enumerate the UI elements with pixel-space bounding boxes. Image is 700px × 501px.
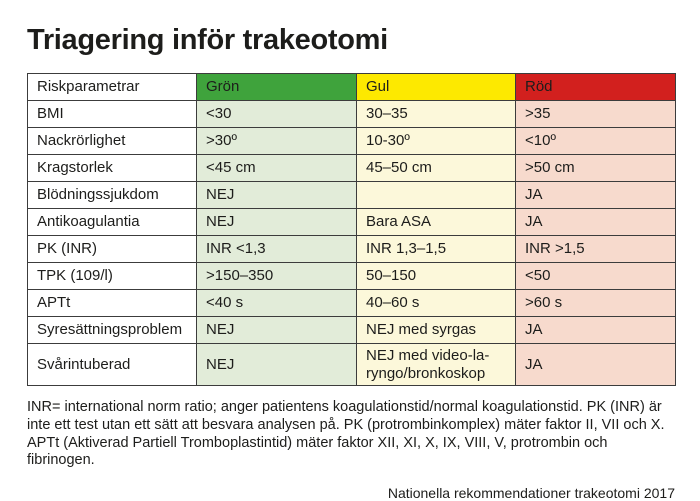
cell-red: >50 cm <box>515 154 676 182</box>
cell-red: >35 <box>515 100 676 128</box>
cell-red: <50 <box>515 262 676 290</box>
cell-green: <40 s <box>196 289 357 317</box>
cell-red: JA <box>515 208 676 236</box>
cell-red: INR >1,5 <box>515 235 676 263</box>
table-row: BMI <30 30–35 >35 <box>27 100 676 128</box>
table-row: Nackrörlighet >30º 10-30º <10º <box>27 127 676 155</box>
row-label: PK (INR) <box>27 235 197 263</box>
page-title: Triagering inför trakeotomi <box>27 24 388 56</box>
row-label: BMI <box>27 100 197 128</box>
cell-red: JA <box>515 342 676 387</box>
cell-green: NEJ <box>196 181 357 209</box>
row-label: Kragstorlek <box>27 154 197 182</box>
cell-green: <30 <box>196 100 357 128</box>
table-row: Svårintuberad NEJ NEJ med video-la- ryngo/… <box>27 342 676 387</box>
cell-red: JA <box>515 181 676 209</box>
cell-yellow: NEJ med video-la- ryngo/bronkoskop <box>356 342 516 387</box>
table-row: APTt <40 s 40–60 s >60 s <box>27 289 676 317</box>
cell-yellow: 45–50 cm <box>356 154 516 182</box>
row-label: Antikoagulantia <box>27 208 197 236</box>
header-gron: Grön <box>196 73 357 101</box>
source-attribution: Nationella rekommendationer trakeotomi 2… <box>387 484 675 501</box>
row-label: Blödningssjukdom <box>27 181 197 209</box>
cell-yellow: INR 1,3–1,5 <box>356 235 516 263</box>
row-label: Nackrörlighet <box>27 127 197 155</box>
table-row: Syresättningsproblem NEJ NEJ med syrgas JA <box>27 316 676 344</box>
cell-yellow: 30–35 <box>356 100 516 128</box>
risk-table: Riskparametrar Grön Gul Röd BMI <30 30–35 >… <box>27 73 676 387</box>
cell-green: <45 cm <box>196 154 357 182</box>
table-row: Antikoagulantia NEJ Bara ASA JA <box>27 208 676 236</box>
cell-green: >30º <box>196 127 357 155</box>
row-label: TPK (109/l) <box>27 262 197 290</box>
cell-green: >150–350 <box>196 262 357 290</box>
row-label: Syresättningsproblem <box>27 316 197 344</box>
table-row: TPK (109/l) >150–350 50–150 <50 <box>27 262 676 290</box>
cell-yellow: 40–60 s <box>356 289 516 317</box>
header-rod: Röd <box>515 73 676 101</box>
row-label: Svårintuberad <box>27 342 197 387</box>
cell-yellow: 10-30º <box>356 127 516 155</box>
cell-red: JA <box>515 316 676 344</box>
cell-green: INR <1,3 <box>196 235 357 263</box>
cell-red: <10º <box>515 127 676 155</box>
cell-green: NEJ <box>196 316 357 344</box>
cell-red: >60 s <box>515 289 676 317</box>
table-row: Blödningssjukdom NEJ JA <box>27 181 676 209</box>
cell-green: NEJ <box>196 342 357 387</box>
cell-green: NEJ <box>196 208 357 236</box>
table-row: Kragstorlek <45 cm 45–50 cm >50 cm <box>27 154 676 182</box>
table-header-row: Riskparametrar Grön Gul Röd <box>27 73 676 101</box>
risk-table-body: BMI <30 30–35 >35 Nackrörlighet >30º 10-30º <10… <box>27 100 676 387</box>
cell-yellow: Bara ASA <box>356 208 516 236</box>
cell-yellow <box>356 181 516 209</box>
row-label: APTt <box>27 289 197 317</box>
header-gul: Gul <box>356 73 516 101</box>
footnote-text: INR= international norm ratio; anger pat… <box>27 399 665 469</box>
cell-yellow: NEJ med syrgas <box>356 316 516 344</box>
header-riskparametrar: Riskparametrar <box>27 73 197 101</box>
table-row: PK (INR) INR <1,3 INR 1,3–1,5 INR >1,5 <box>27 235 676 263</box>
cell-yellow: 50–150 <box>356 262 516 290</box>
